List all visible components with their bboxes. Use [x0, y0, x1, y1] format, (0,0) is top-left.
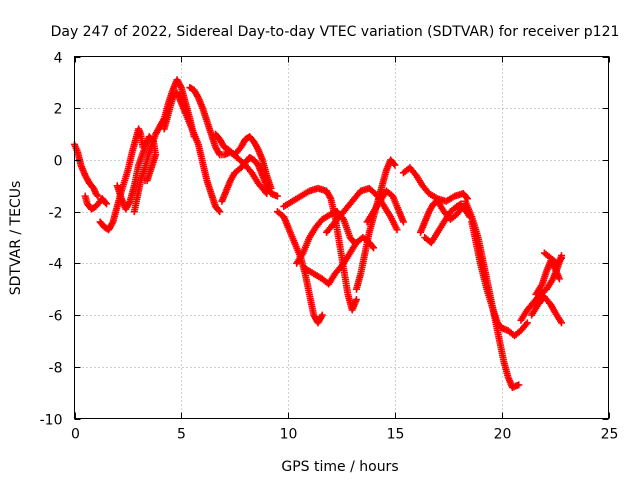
data-point [370, 244, 378, 252]
data-point [399, 218, 407, 226]
data-point [273, 192, 281, 200]
x-tick-label: 10 [280, 427, 298, 443]
y-tick-label: -10 [40, 413, 63, 429]
data-point [352, 296, 360, 304]
data-point [101, 199, 109, 207]
data-point [558, 254, 566, 262]
data-point [93, 191, 101, 199]
series-track-7 [186, 84, 271, 198]
data-point [556, 255, 564, 263]
series-track-25 [540, 249, 566, 267]
data-point [215, 206, 223, 214]
y-tick-label: 2 [54, 102, 63, 118]
series-track-8 [211, 130, 275, 192]
x-tick-label: 25 [601, 427, 619, 443]
data-point [216, 208, 224, 216]
y-tick-label: -6 [49, 309, 63, 325]
series-track-9 [218, 153, 281, 205]
series-track-3 [96, 125, 147, 234]
chart-title: Day 247 of 2022, Sidereal Day-to-day VTE… [51, 24, 620, 40]
data-point [456, 201, 464, 209]
series-track-1 [71, 140, 102, 200]
x-tick-label: 15 [387, 427, 405, 443]
data-point [391, 161, 399, 169]
y-tick-label: -2 [49, 206, 63, 222]
data-point [390, 160, 398, 168]
plot-border [74, 56, 609, 419]
data-point [523, 319, 531, 327]
series-track-2 [81, 192, 111, 213]
y-tick-label: 0 [54, 154, 63, 170]
series-track-17 [399, 164, 472, 205]
data-point [103, 200, 111, 208]
y-tick-label: -8 [49, 361, 63, 377]
series-track-10 [273, 208, 326, 327]
x-axis-label: GPS time / hours [281, 459, 398, 475]
plot-area [71, 76, 566, 391]
data-point [555, 275, 563, 283]
series-track-6 [160, 89, 224, 216]
x-tick-label: 5 [177, 427, 186, 443]
y-tick-label: 4 [54, 51, 63, 67]
y-tick-label: -4 [49, 257, 63, 273]
series-track-19 [421, 200, 465, 247]
data-point [558, 319, 566, 327]
data-point [368, 243, 376, 251]
data-point [94, 192, 102, 200]
y-axis-label: SDTVAR / TECUs [8, 181, 24, 296]
data-point [393, 226, 401, 234]
series-track-21 [468, 218, 531, 340]
axis-ticks: 0 5 10 15 20 25 -10 -8 -6 -4 -2 0 2 4 [40, 51, 619, 443]
series-track-15 [352, 156, 399, 293]
data-point [515, 381, 523, 389]
x-tick-label: 0 [71, 427, 80, 443]
series-track-4 [113, 133, 160, 213]
x-tick-label: 20 [494, 427, 512, 443]
series-track-23 [528, 293, 566, 327]
series-track-16 [363, 187, 407, 226]
data-point [318, 311, 326, 319]
